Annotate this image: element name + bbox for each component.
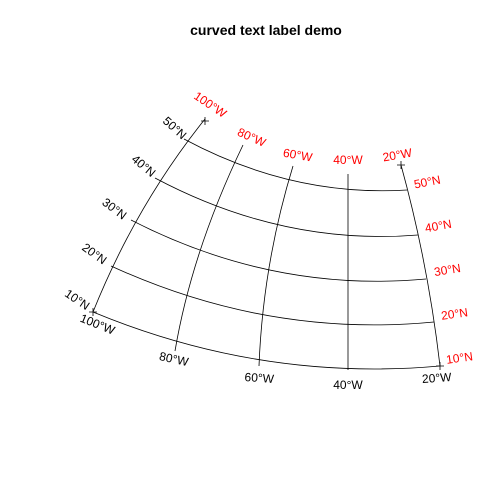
meridian-80w — [174, 144, 244, 352]
figure-title: curved text label demo — [190, 22, 342, 38]
top-longitude-labels: 100°W 80°W 60°W 40°W 20°W — [191, 89, 413, 167]
bottom-label-80w: 80°W — [158, 349, 190, 369]
meridian-20w — [400, 164, 441, 367]
corner-mark-bottom-left — [89, 308, 97, 316]
corner-mark-top-right — [397, 161, 405, 169]
corner-mark-bottom-right — [436, 362, 444, 370]
bottom-label-40w: 40°W — [333, 378, 363, 392]
bottom-label-100w: 100°W — [78, 311, 117, 338]
right-latitude-labels: 10°N 20°N 30°N 40°N 50°N — [413, 173, 474, 367]
corner-mark-top-left — [201, 117, 209, 125]
left-latitude-labels: 10°N 20°N 30°N 40°N 50°N — [62, 114, 189, 313]
left-label-50n: 50°N — [160, 114, 189, 142]
bottom-label-60w: 60°W — [244, 370, 275, 386]
parallel-10n — [92, 311, 441, 370]
corner-marks — [89, 117, 444, 370]
right-label-40n: 40°N — [424, 217, 453, 235]
meridian-lines — [92, 118, 441, 370]
meridian-60w — [258, 165, 294, 367]
parallel-20n — [110, 265, 435, 326]
meridian-100w — [92, 118, 206, 313]
parallel-50n — [183, 138, 408, 192]
right-label-20n: 20°N — [440, 305, 468, 323]
top-label-20w: 20°W — [382, 145, 414, 164]
parallel-30n — [130, 219, 427, 282]
top-label-80w: 80°W — [235, 125, 268, 150]
parallel-40n — [154, 177, 419, 237]
left-label-40n: 40°N — [129, 152, 159, 180]
left-label-30n: 30°N — [99, 195, 129, 222]
left-label-20n: 20°N — [79, 240, 109, 267]
bottom-label-20w: 20°W — [422, 370, 453, 386]
top-label-60w: 60°W — [282, 146, 314, 165]
left-label-10n: 10°N — [62, 286, 92, 313]
right-label-50n: 50°N — [413, 173, 442, 192]
parallel-lines — [92, 138, 441, 370]
top-label-100w: 100°W — [191, 89, 229, 121]
right-label-10n: 10°N — [445, 349, 473, 367]
top-label-40w: 40°W — [333, 153, 363, 167]
bottom-longitude-labels: 100°W 80°W 60°W 40°W 20°W — [78, 311, 452, 392]
right-label-30n: 30°N — [433, 261, 462, 279]
